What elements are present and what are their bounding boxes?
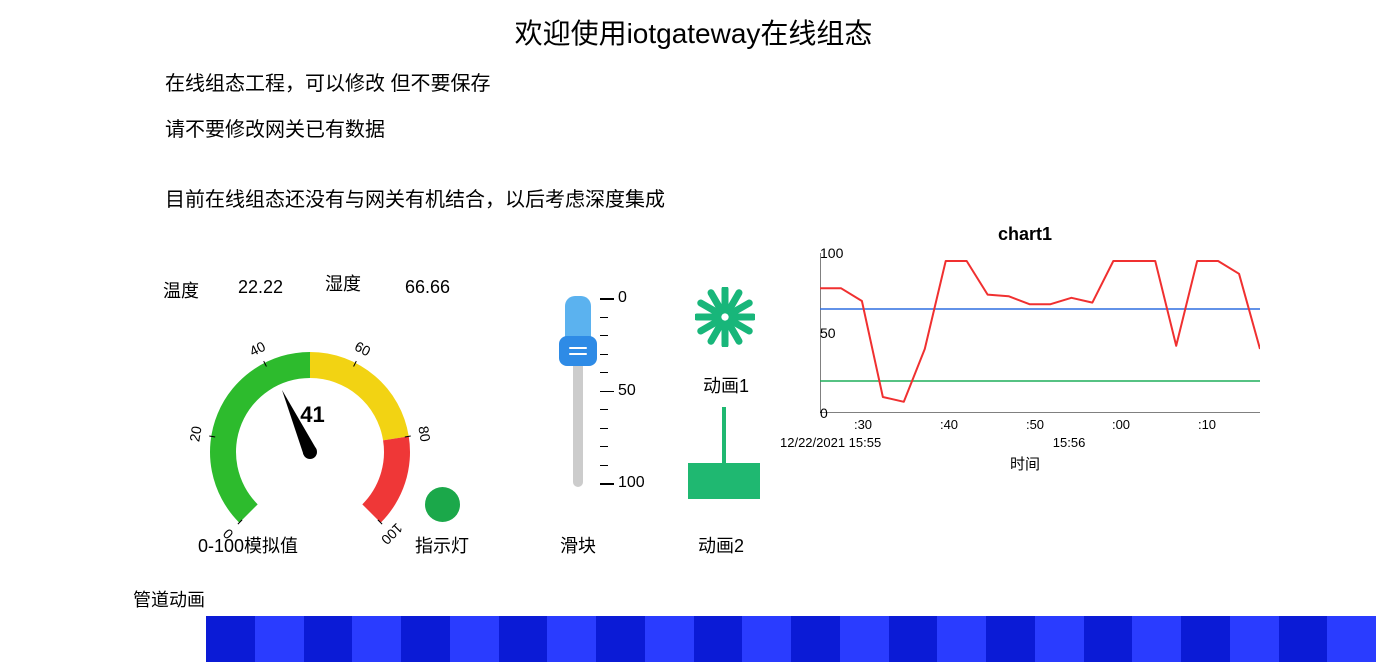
level-bar-widget [688,407,760,507]
notice-line-1: 在线组态工程，可以修改 但不要保存 [165,70,1387,98]
anim2-caption: 动画2 [698,532,744,558]
svg-text:100: 100 [378,520,406,548]
slider-widget[interactable]: 050100 [555,292,635,512]
level-bar-stem [722,407,726,465]
temperature-value: 22.22 [238,277,283,298]
indicator-lamp-caption: 指示灯 [415,532,469,558]
page-title: 欢迎使用iotgateway在线组态 [0,0,1387,52]
svg-text:40: 40 [247,338,268,359]
humidity-value: 66.66 [405,277,450,298]
chart1-xlabel: 时间 [790,453,1260,474]
chart1-widget: chart1 050100:30:40:50:00:1012/22/2021 1… [790,224,1260,484]
burst-icon [695,287,755,347]
slider-scale: 050100 [600,298,640,488]
indicator-lamp[interactable] [425,487,460,522]
chart1-plot: 050100:30:40:50:00:1012/22/2021 15:5515:… [790,253,1260,413]
pipe-caption: 管道动画 [133,586,205,612]
dashboard-stage: 温度 22.22 湿度 66.66 020406080100 41 0-100模… [0,232,1387,612]
gauge-caption: 0-100模拟值 [198,532,298,558]
svg-text:60: 60 [352,338,373,359]
humidity-label: 湿度 [325,270,361,296]
level-bar-base [688,463,760,499]
notice-block: 在线组态工程，可以修改 但不要保存 请不要修改网关已有数据 目前在线组态还没有与… [165,70,1387,214]
slider-grip[interactable] [559,336,597,366]
svg-text:80: 80 [415,425,433,443]
svg-text:20: 20 [186,425,204,443]
pipe-animation [206,616,1376,662]
gauge-value: 41 [300,402,324,428]
chart1-title: chart1 [790,224,1260,245]
slider-caption: 滑块 [560,532,596,558]
gauge-widget: 020406080100 41 [185,302,435,552]
temperature-label: 温度 [163,277,199,303]
anim1-caption: 动画1 [703,372,749,398]
notice-line-3: 目前在线组态还没有与网关有机结合，以后考虑深度集成 [165,186,1387,214]
notice-line-2: 请不要修改网关已有数据 [165,116,1387,144]
